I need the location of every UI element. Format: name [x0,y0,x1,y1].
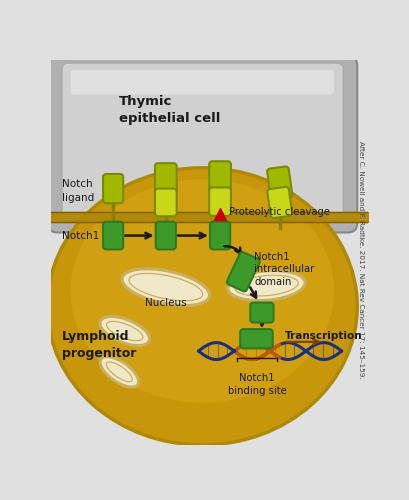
Ellipse shape [47,168,357,445]
Ellipse shape [100,356,139,387]
Text: After C. Nowell and F. Radtke. 2017. Nat Rev Cancer 17: 145–159.: After C. Nowell and F. Radtke. 2017. Nat… [358,142,364,379]
FancyBboxPatch shape [156,222,176,250]
Ellipse shape [70,180,334,402]
Text: Proteolytic cleavage: Proteolytic cleavage [229,208,330,218]
Text: Notch1: Notch1 [62,230,99,240]
Ellipse shape [122,269,209,306]
FancyBboxPatch shape [48,56,357,233]
Text: Notch1
binding site: Notch1 binding site [228,374,287,396]
Ellipse shape [228,270,305,300]
FancyBboxPatch shape [267,166,292,200]
Ellipse shape [100,316,150,346]
FancyBboxPatch shape [209,188,231,216]
Text: Nucleus: Nucleus [145,298,187,308]
Text: Notch
ligand: Notch ligand [62,180,94,203]
FancyBboxPatch shape [267,187,292,218]
FancyBboxPatch shape [250,302,274,322]
FancyBboxPatch shape [155,163,177,194]
FancyBboxPatch shape [103,222,123,250]
FancyBboxPatch shape [210,222,230,250]
FancyBboxPatch shape [240,329,273,348]
FancyBboxPatch shape [209,162,231,193]
Text: Transcription: Transcription [285,330,363,340]
Text: Lymphoid
progenitor: Lymphoid progenitor [62,330,136,360]
FancyBboxPatch shape [227,252,260,292]
FancyBboxPatch shape [103,174,123,203]
Text: Thymic
epithelial cell: Thymic epithelial cell [119,95,221,125]
FancyBboxPatch shape [62,63,343,220]
FancyBboxPatch shape [155,188,177,216]
FancyBboxPatch shape [70,70,334,94]
Text: Notch1
intracellular
domain: Notch1 intracellular domain [254,252,315,287]
